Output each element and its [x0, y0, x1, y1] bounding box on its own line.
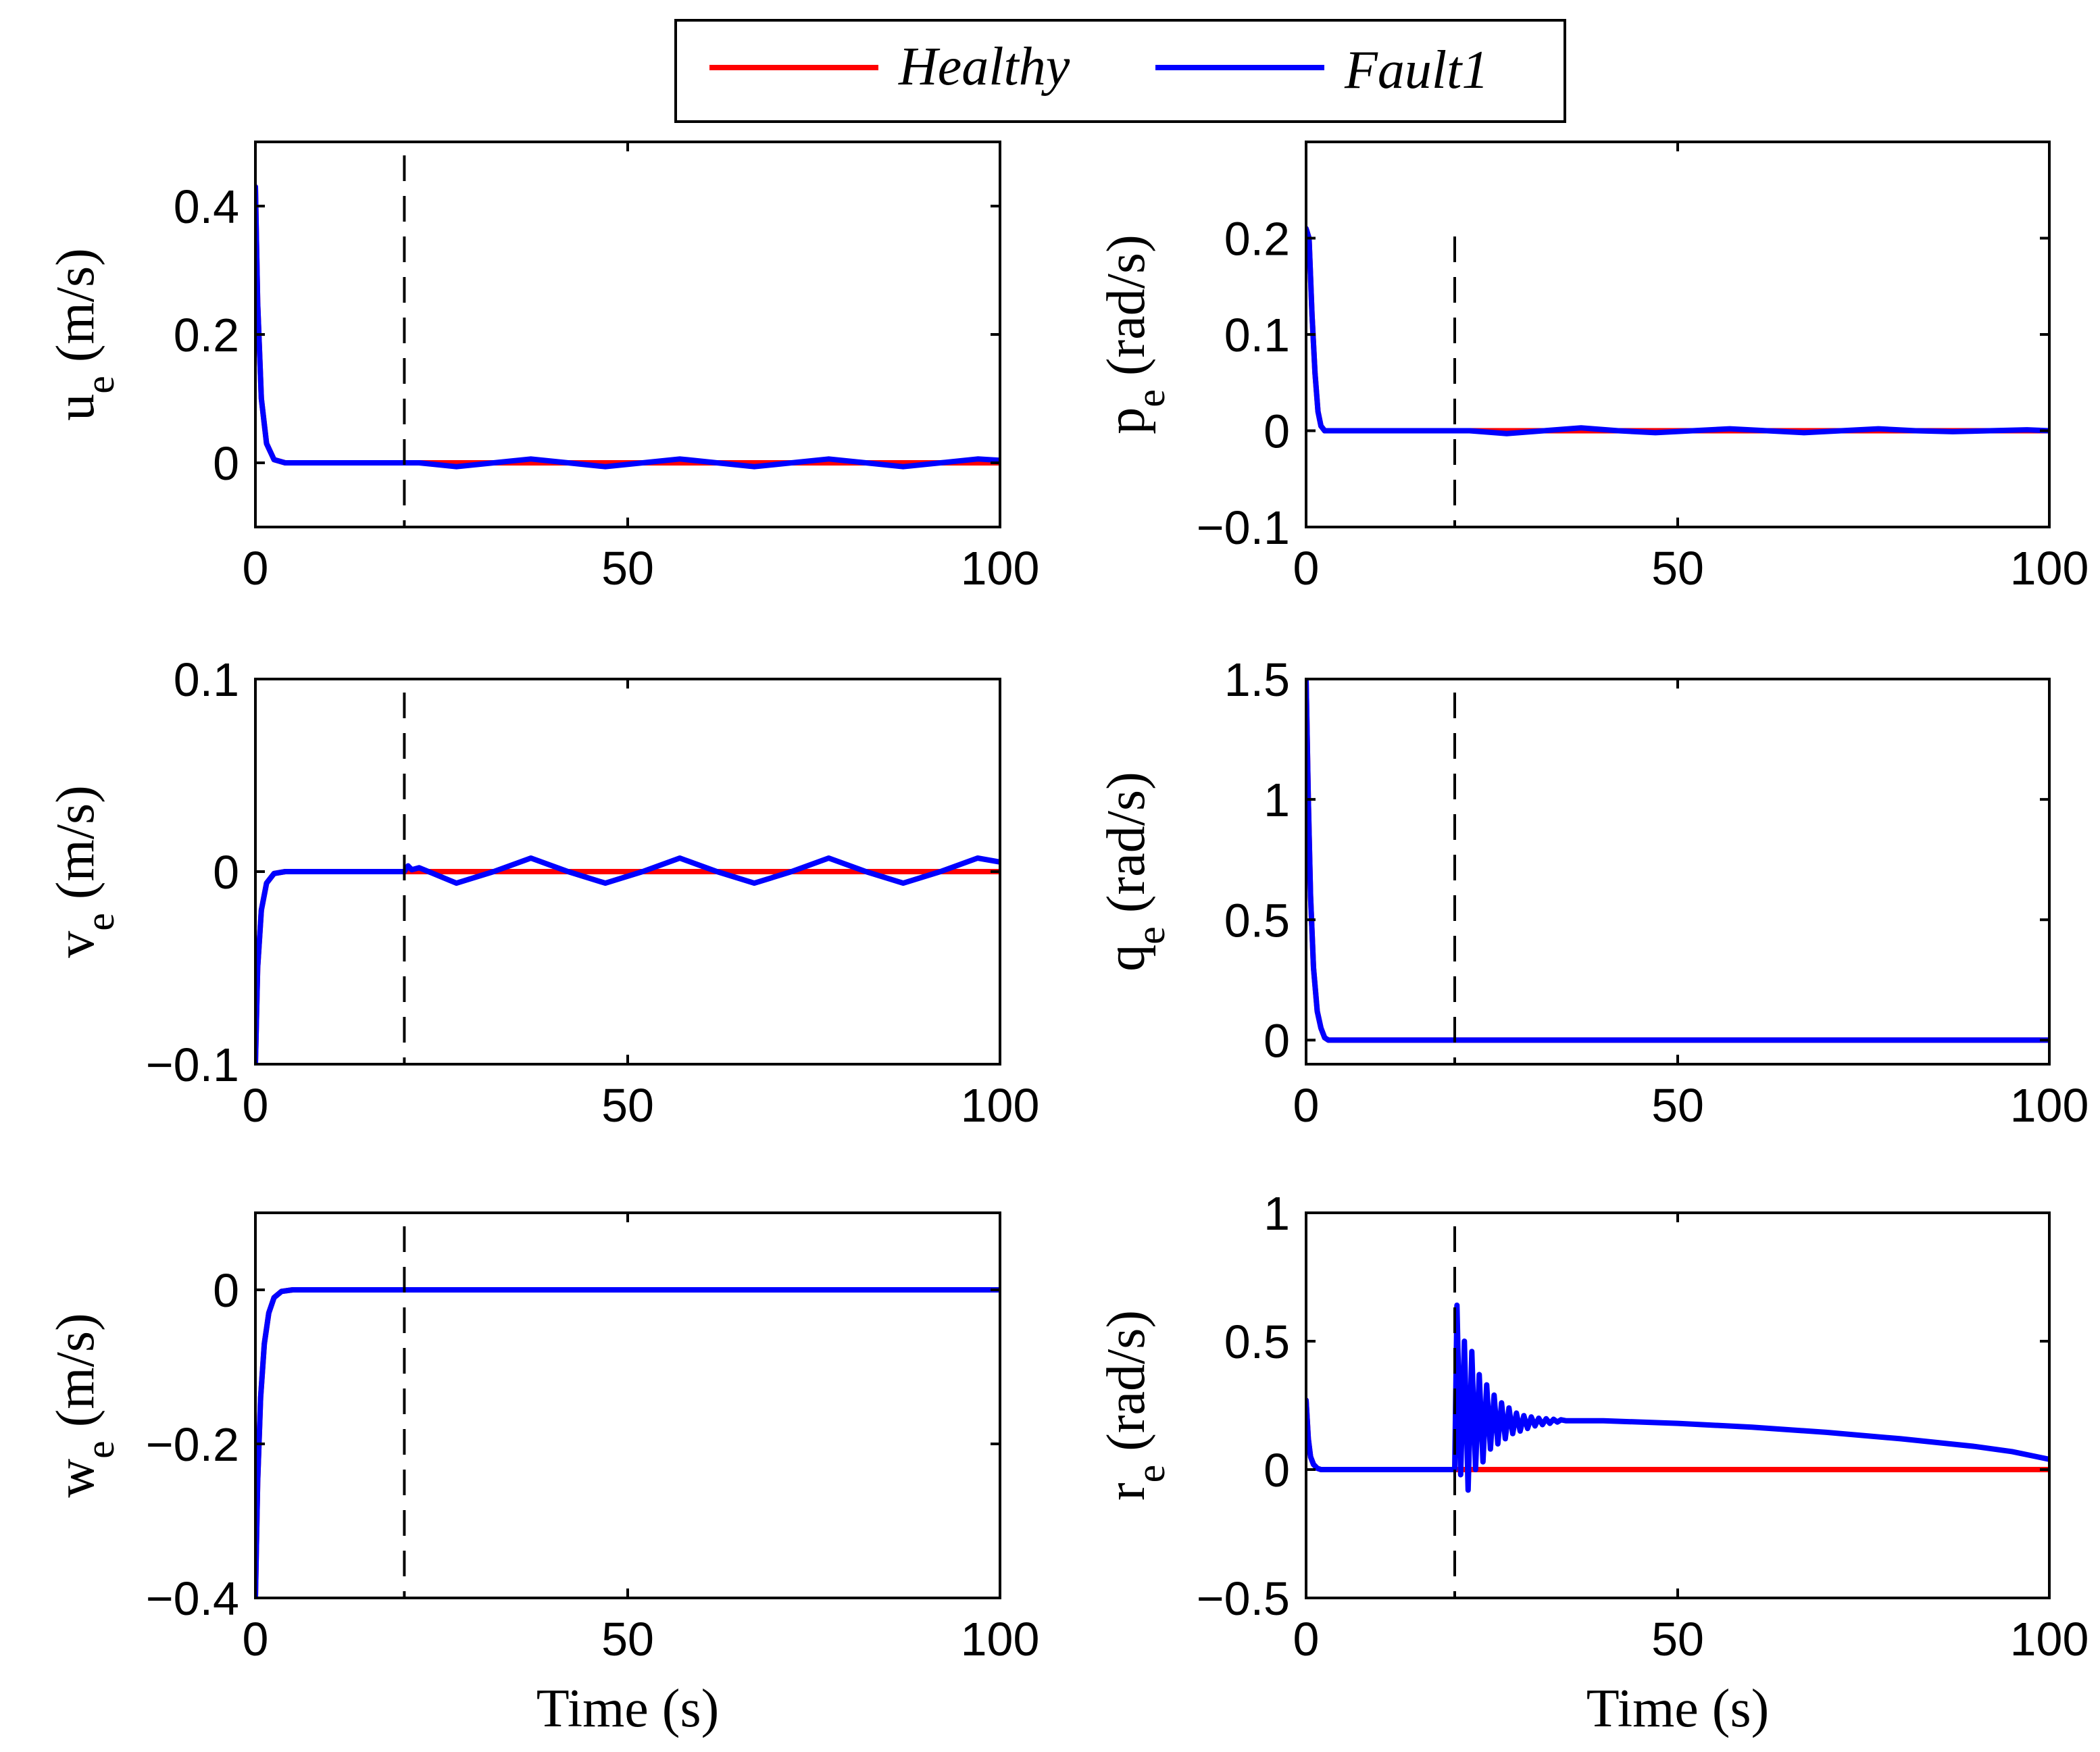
x-tick-label: 0: [1293, 1079, 1320, 1132]
x-tick-label: 0: [243, 542, 269, 595]
legend-box: [674, 19, 1566, 123]
y-tick-label: −0.1: [1197, 501, 1290, 554]
y-axis-label: pe (rad/s): [1097, 234, 1173, 434]
y-axis-label: we (m/s): [46, 1313, 122, 1497]
y-axis-label: qe (rad/s): [1097, 772, 1173, 971]
y-tick-label: 0.1: [1224, 309, 1290, 361]
x-tick-label: 50: [1651, 542, 1704, 595]
y-tick-label: −0.4: [146, 1572, 239, 1625]
series-line-fault1: [255, 1287, 1000, 1598]
y-tick-label: 1.5: [1224, 653, 1290, 706]
x-tick-label: 0: [1293, 542, 1320, 595]
y-tick-label: 0.4: [174, 180, 239, 233]
y-tick-label: 0: [1264, 1014, 1290, 1067]
y-tick-label: −0.5: [1197, 1572, 1290, 1625]
subplot-ve: 0 50 100−0.100.1ve (m/s): [46, 653, 1039, 1132]
y-axis-label: ue (m/s): [46, 248, 122, 421]
y-tick-label: −0.1: [146, 1038, 239, 1091]
legend-label-fault1: Fault1: [1344, 41, 1489, 100]
y-tick-label: 1: [1264, 1187, 1290, 1240]
y-tick-label: 0.1: [174, 653, 239, 706]
x-tick-label: 0: [1293, 1613, 1320, 1666]
x-tick-label: 0: [243, 1079, 269, 1132]
subplot-ue: 0 50 100 0 0.2 0.4 ue (m/s): [46, 141, 1040, 595]
x-tick-label: 100: [961, 1079, 1040, 1132]
legend: Healthy Fault1: [674, 19, 1566, 123]
y-tick-label: 0.5: [1224, 1316, 1290, 1368]
y-axis-label: re (rad/s): [1097, 1310, 1173, 1501]
y-tick-label: 0.2: [1224, 213, 1290, 266]
x-axis-label: Time (s): [1586, 1679, 1769, 1738]
x-tick-label: 100: [2010, 542, 2089, 595]
subplot-we: 0 50 100 −0.4 −0.2 0 we (m/s) Time (s): [46, 1211, 1040, 1738]
x-tick-label: 50: [601, 1079, 654, 1132]
plot-area: [1306, 679, 2049, 1064]
x-tick-label: 100: [961, 542, 1040, 595]
subplot-qe: 0 50 100 0 0.5 1 1.5 qe (rad/s): [1097, 653, 2089, 1132]
x-tick-label: 100: [2010, 1079, 2089, 1132]
legend-label-healthy: Healthy: [898, 37, 1070, 97]
plot-area: [1306, 1213, 2049, 1598]
series-line-fault1: [1306, 679, 2049, 1043]
subplot-pe: 0 50 100−0.100.10.2pe (rad/s): [1097, 141, 2089, 595]
y-tick-label: −0.2: [146, 1418, 239, 1471]
y-tick-label: 1: [1264, 774, 1290, 826]
y-tick-label: 0: [213, 1264, 239, 1317]
x-tick-label: 50: [1651, 1613, 1704, 1666]
y-tick-label: 0: [213, 437, 239, 490]
plot-area: [255, 142, 1000, 527]
y-tick-label: 0: [213, 846, 239, 899]
x-tick-label: 100: [961, 1613, 1040, 1666]
x-tick-label: 50: [601, 542, 654, 595]
y-tick-label: 0.2: [174, 309, 239, 361]
y-tick-label: 0.5: [1224, 894, 1290, 947]
plot-area: [1306, 142, 2049, 527]
x-axis-label: Time (s): [536, 1679, 719, 1738]
y-axis-label: ve (m/s): [46, 785, 122, 958]
series-line-fault1: [255, 184, 1000, 470]
y-tick-label: 0: [1264, 405, 1290, 458]
x-tick-label: 0: [243, 1613, 269, 1666]
series-line-fault1: [255, 855, 1000, 1064]
y-tick-label: 0: [1264, 1444, 1290, 1497]
x-tick-label: 50: [1651, 1079, 1704, 1132]
plot-area: [255, 1213, 1000, 1598]
series-line-fault1: [1306, 226, 2049, 436]
x-tick-label: 100: [2010, 1613, 2089, 1666]
x-tick-label: 50: [601, 1613, 654, 1666]
series-line-fault1: [1306, 1302, 2049, 1493]
